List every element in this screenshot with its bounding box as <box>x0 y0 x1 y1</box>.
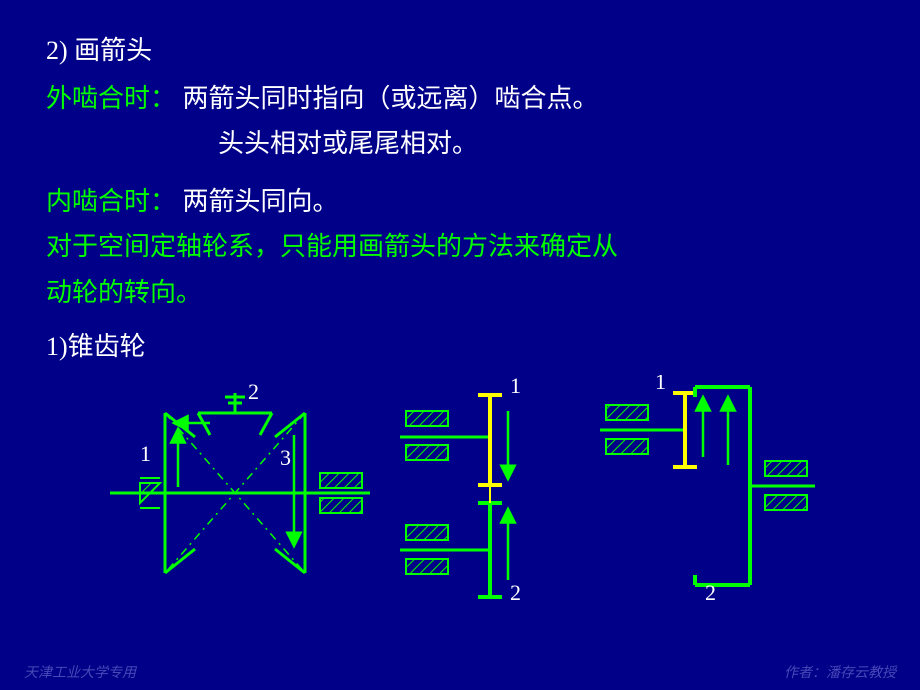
internal-mesh-diagram: 1 2 <box>600 375 820 605</box>
internal-mesh-row: 内啮合时： 两箭头同向。 <box>40 181 880 223</box>
external-mesh-text1: 两箭头同时指向（或远离）啮合点。 <box>183 84 599 113</box>
diagram-row: 1 2 3 <box>40 375 880 605</box>
footer-right: 作者：潘存云教授 <box>784 662 896 682</box>
ext-label-2: 2 <box>510 580 521 605</box>
external-mesh-label: 外啮合时： <box>46 84 176 113</box>
spatial-note-2: 动轮的转向。 <box>40 272 880 314</box>
bevel-label-3: 3 <box>280 445 291 470</box>
int-label-1: 1 <box>655 375 666 394</box>
external-mesh-row: 外啮合时： 两箭头同时指向（或远离）啮合点。 <box>40 78 880 120</box>
internal-mesh-label: 内啮合时： <box>46 187 176 216</box>
spatial-note-1: 对于空间定轴轮系，只能用画箭头的方法来确定从 <box>40 226 880 268</box>
footer: 天津工业大学专用 作者：潘存云教授 <box>0 662 920 682</box>
bevel-gear-diagram: 1 2 3 <box>110 375 370 575</box>
footer-left: 天津工业大学专用 <box>24 662 136 682</box>
slide-content: 2) 画箭头 外啮合时： 两箭头同时指向（或远离）啮合点。 头头相对或尾尾相对。… <box>0 0 920 605</box>
internal-mesh-text1: 两箭头同向。 <box>183 187 339 216</box>
bevel-label-2: 2 <box>248 379 259 404</box>
ext-label-1: 1 <box>510 375 521 398</box>
external-mesh-text2: 头头相对或尾尾相对。 <box>40 123 880 165</box>
int-label-2: 2 <box>705 580 716 605</box>
external-mesh-diagram: 1 2 <box>400 375 570 605</box>
heading-1: 1)锥齿轮 <box>40 326 880 368</box>
bevel-label-1: 1 <box>140 441 151 466</box>
heading-2: 2) 画箭头 <box>40 30 880 72</box>
